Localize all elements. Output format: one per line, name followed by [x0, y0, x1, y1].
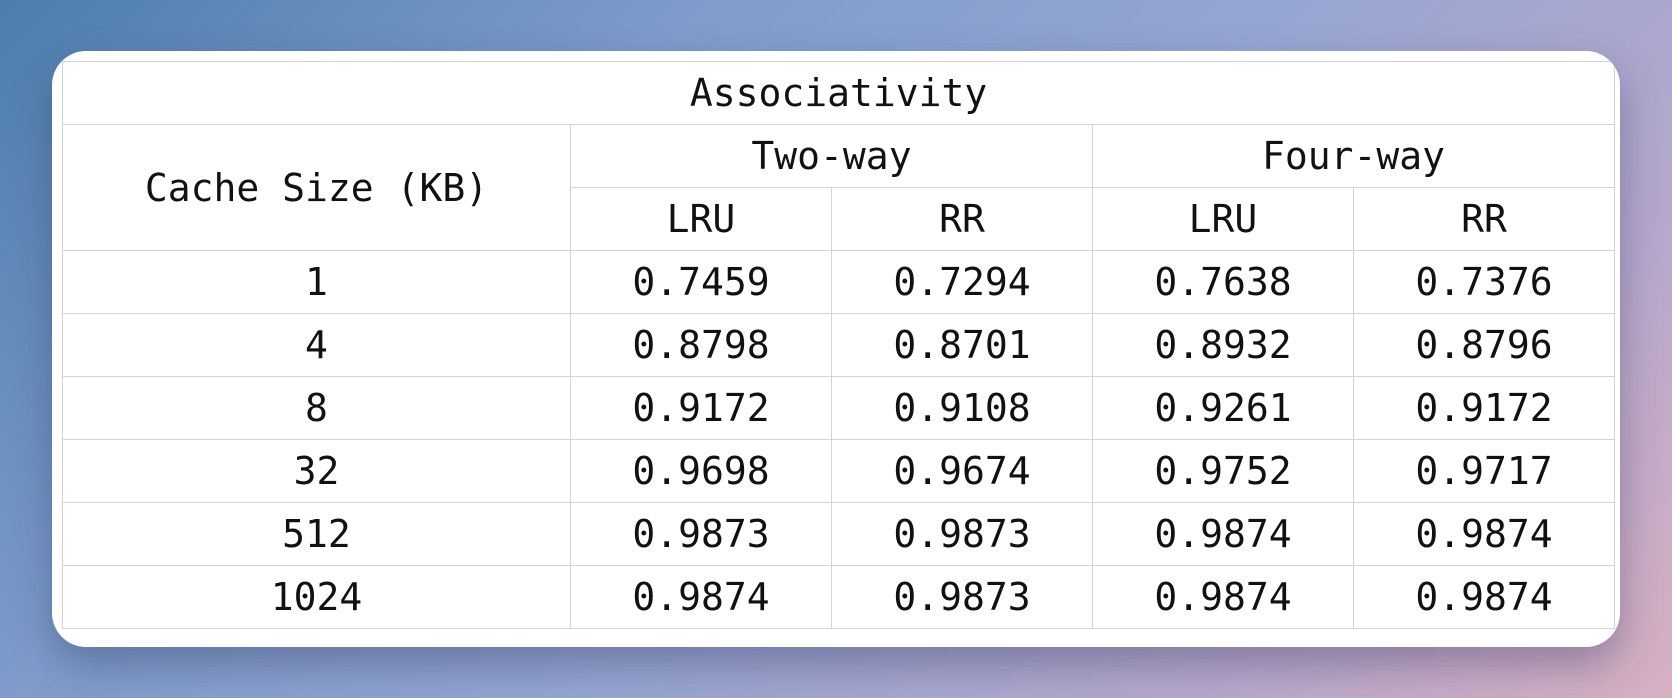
value-cell: 0.9752	[1092, 439, 1354, 503]
table-row: 1024 0.9874 0.9873 0.9874 0.9874	[62, 565, 1616, 629]
value-cell: 0.9874	[1092, 565, 1354, 629]
value-cell: 0.8798	[570, 313, 832, 377]
value-cell: 0.7459	[570, 250, 832, 314]
value-cell: 0.9108	[831, 376, 1093, 440]
two-way-lru-header: LRU	[570, 187, 832, 251]
table-row: 8 0.9172 0.9108 0.9261 0.9172	[62, 376, 1616, 440]
value-cell: 0.9674	[831, 439, 1093, 503]
table-row: 32 0.9698 0.9674 0.9752 0.9717	[62, 439, 1616, 503]
four-way-rr-header: RR	[1352, 187, 1616, 251]
value-cell: 0.9874	[1352, 502, 1616, 566]
two-way-rr-header: RR	[831, 187, 1093, 251]
value-cell: 0.9172	[1352, 376, 1616, 440]
table-row: 512 0.9873 0.9873 0.9874 0.9874	[62, 502, 1616, 566]
cache-size-cell: 4	[62, 313, 571, 377]
table-card: Associativity Cache Size (KB) Two-way Fo…	[52, 51, 1620, 647]
value-cell: 0.9874	[1092, 502, 1354, 566]
cache-size-cell: 512	[62, 502, 571, 566]
value-cell: 0.9261	[1092, 376, 1354, 440]
cache-size-cell: 8	[62, 376, 571, 440]
value-cell: 0.9698	[570, 439, 832, 503]
value-cell: 0.9873	[570, 502, 832, 566]
four-way-header: Four-way	[1091, 124, 1616, 188]
header-row-ways: Cache Size (KB) Two-way Four-way	[62, 124, 1616, 251]
cache-hit-rate-table: Associativity Cache Size (KB) Two-way Fo…	[61, 61, 1616, 629]
cache-size-cell: 1	[62, 250, 571, 314]
value-cell: 0.8701	[831, 313, 1093, 377]
two-way-header: Two-way	[570, 124, 1093, 188]
value-cell: 0.7294	[831, 250, 1093, 314]
value-cell: 0.8932	[1092, 313, 1354, 377]
value-cell: 0.9874	[570, 565, 832, 629]
cache-size-cell: 32	[62, 439, 571, 503]
table-row: 4 0.8798 0.8701 0.8932 0.8796	[62, 313, 1616, 377]
header-row-associativity: Associativity	[61, 61, 1616, 125]
value-cell: 0.9874	[1352, 565, 1616, 629]
four-way-lru-header: LRU	[1092, 187, 1354, 251]
associativity-header: Associativity	[61, 61, 1616, 125]
value-cell: 0.7638	[1092, 250, 1354, 314]
value-cell: 0.9172	[570, 376, 832, 440]
value-cell: 0.9873	[831, 502, 1093, 566]
value-cell: 0.9717	[1352, 439, 1616, 503]
table-row: 1 0.7459 0.7294 0.7638 0.7376	[62, 250, 1616, 314]
cache-size-header: Cache Size (KB)	[62, 124, 571, 251]
value-cell: 0.8796	[1352, 313, 1616, 377]
value-cell: 0.9873	[831, 565, 1093, 629]
cache-size-cell: 1024	[62, 565, 571, 629]
value-cell: 0.7376	[1352, 250, 1616, 314]
